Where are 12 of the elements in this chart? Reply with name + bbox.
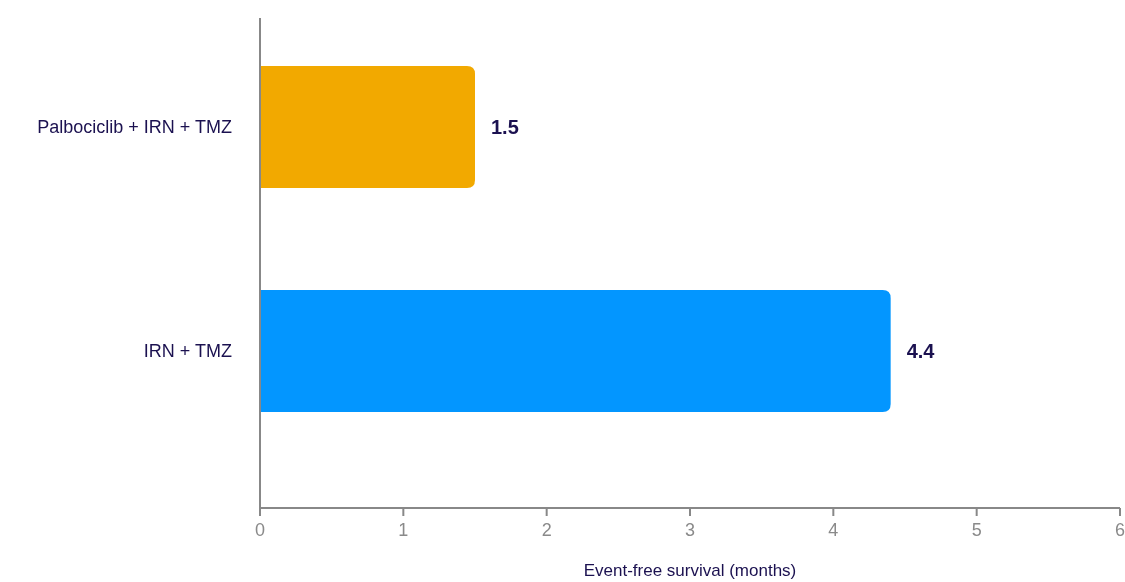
x-tick-label: 3 bbox=[684, 520, 696, 540]
y-tick-label: IRN + TMZ bbox=[143, 341, 232, 362]
x-tick-label: 0 bbox=[254, 520, 266, 540]
x-tick-label: 1 bbox=[398, 520, 409, 540]
data-label: 1.5 bbox=[491, 116, 519, 139]
x-tick-label: 6 bbox=[1114, 520, 1125, 540]
y-tick-label: Palbociclib + IRN + TMZ bbox=[37, 117, 232, 138]
x-tick-label: 5 bbox=[971, 520, 982, 540]
x-tick-label: 2 bbox=[541, 520, 552, 540]
x-tick-label: 4 bbox=[828, 520, 839, 540]
data-label: 4.4 bbox=[906, 339, 936, 362]
x-axis-title: Event-free survival (months) bbox=[583, 561, 797, 580]
